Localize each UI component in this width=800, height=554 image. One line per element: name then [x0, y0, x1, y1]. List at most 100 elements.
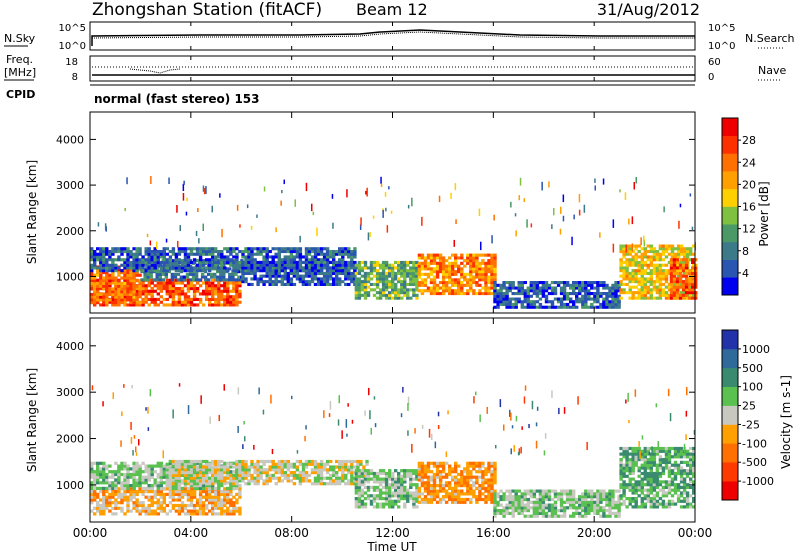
scatter-speck	[165, 238, 168, 243]
data-cell-3	[378, 471, 383, 476]
data-cell-2	[329, 473, 333, 477]
data-cell-1	[111, 271, 115, 275]
data-cell-2	[161, 278, 165, 282]
data-cell-8	[643, 280, 647, 284]
data-cell-7	[493, 289, 497, 293]
data-cell-2	[310, 468, 315, 472]
data-cell-0	[123, 297, 127, 301]
data-cell-1	[111, 481, 115, 485]
data-cell-5	[526, 500, 530, 504]
data-cell-5	[384, 285, 389, 289]
data-cell-3	[289, 252, 294, 256]
data-cell-8	[649, 271, 653, 275]
data-cell-3	[384, 491, 389, 495]
data-cell-4	[429, 478, 434, 482]
data-cell-1	[235, 484, 239, 488]
data-cell-6	[484, 267, 488, 271]
data-cell-4	[268, 274, 272, 278]
data-cell-3	[415, 485, 419, 489]
data-cell-4	[253, 274, 257, 278]
data-cell-4	[332, 271, 336, 275]
data-cell-0	[174, 281, 179, 285]
scatter-speck	[573, 214, 575, 220]
data-cell-6	[448, 289, 452, 293]
data-cell-2	[220, 476, 224, 480]
data-cell-2	[165, 471, 169, 475]
data-cell-3	[391, 480, 395, 484]
data-cell-4	[262, 266, 266, 270]
data-cell-0	[99, 303, 103, 307]
data-cell-7	[599, 281, 603, 285]
data-cell-6	[478, 261, 482, 265]
data-cell-6	[423, 272, 428, 276]
data-cell-3	[99, 263, 103, 267]
data-cell-1	[132, 301, 136, 305]
data-cell-1	[229, 470, 233, 474]
data-cell-4	[466, 478, 470, 482]
data-cell-3	[174, 255, 179, 259]
data-cell-1	[189, 461, 194, 465]
data-cell-8	[689, 258, 693, 262]
data-cell-2	[213, 275, 217, 279]
data-cell-3	[268, 260, 272, 264]
data-cell-4	[444, 484, 449, 488]
data-cell-1	[102, 295, 106, 299]
data-cell-0	[168, 281, 173, 285]
data-cell-0	[211, 503, 215, 508]
data-cell-2	[188, 259, 193, 263]
data-cell-8	[667, 247, 672, 251]
data-cell-8	[622, 252, 626, 256]
data-cell-8	[637, 293, 641, 297]
data-cell-6	[472, 270, 476, 274]
data-cell-2	[244, 473, 248, 477]
data-cell-7	[556, 281, 561, 285]
data-cell-3	[295, 255, 300, 259]
data-cell-0	[129, 498, 133, 502]
data-cell-4	[481, 461, 485, 465]
data-cell-2	[298, 479, 303, 483]
data-cell-7	[565, 297, 570, 301]
scatter-speck	[365, 190, 367, 195]
data-cell-5	[381, 293, 386, 297]
data-cell-8	[658, 280, 663, 284]
data-cell-5	[357, 271, 362, 275]
data-cell-6	[484, 253, 488, 257]
data-cell-0	[162, 297, 166, 301]
data-cell-1	[171, 478, 176, 482]
data-cell-2	[280, 468, 284, 472]
data-cell-4	[478, 470, 482, 474]
data-cell-2	[298, 476, 303, 480]
data-cell-7	[514, 286, 518, 290]
data-cell-5	[514, 500, 518, 504]
data-cell-5	[505, 509, 509, 513]
data-cell-2	[171, 471, 176, 475]
data-cell-2	[286, 476, 290, 480]
data-cell-4	[253, 263, 257, 267]
data-cell-2	[359, 459, 363, 464]
data-cell-3	[147, 252, 151, 256]
data-cell-0	[96, 509, 100, 513]
data-cell-0	[195, 287, 200, 291]
data-cell-2	[195, 468, 200, 472]
data-cell-3	[135, 260, 139, 264]
data-cell-4	[451, 495, 455, 499]
data-cell-6	[441, 267, 446, 271]
data-cell-1	[120, 276, 124, 280]
data-cell-2	[228, 267, 232, 271]
scatter-speck	[541, 181, 543, 191]
data-cell-4	[286, 282, 290, 286]
data-cell-0	[156, 287, 160, 291]
data-cell-3	[141, 269, 145, 273]
data-cell-0	[198, 490, 203, 494]
data-cell-4	[469, 464, 473, 468]
data-cell-9	[694, 266, 698, 270]
data-cell-3	[381, 502, 386, 506]
data-cell-3	[114, 269, 118, 273]
data-cell-5	[415, 280, 419, 284]
data-cell-0	[211, 297, 215, 301]
data-cell-5	[397, 260, 401, 264]
data-cell-3	[129, 266, 133, 270]
data-cell-4	[472, 492, 476, 496]
data-cell-4	[487, 478, 491, 482]
data-cell-1	[159, 464, 163, 468]
